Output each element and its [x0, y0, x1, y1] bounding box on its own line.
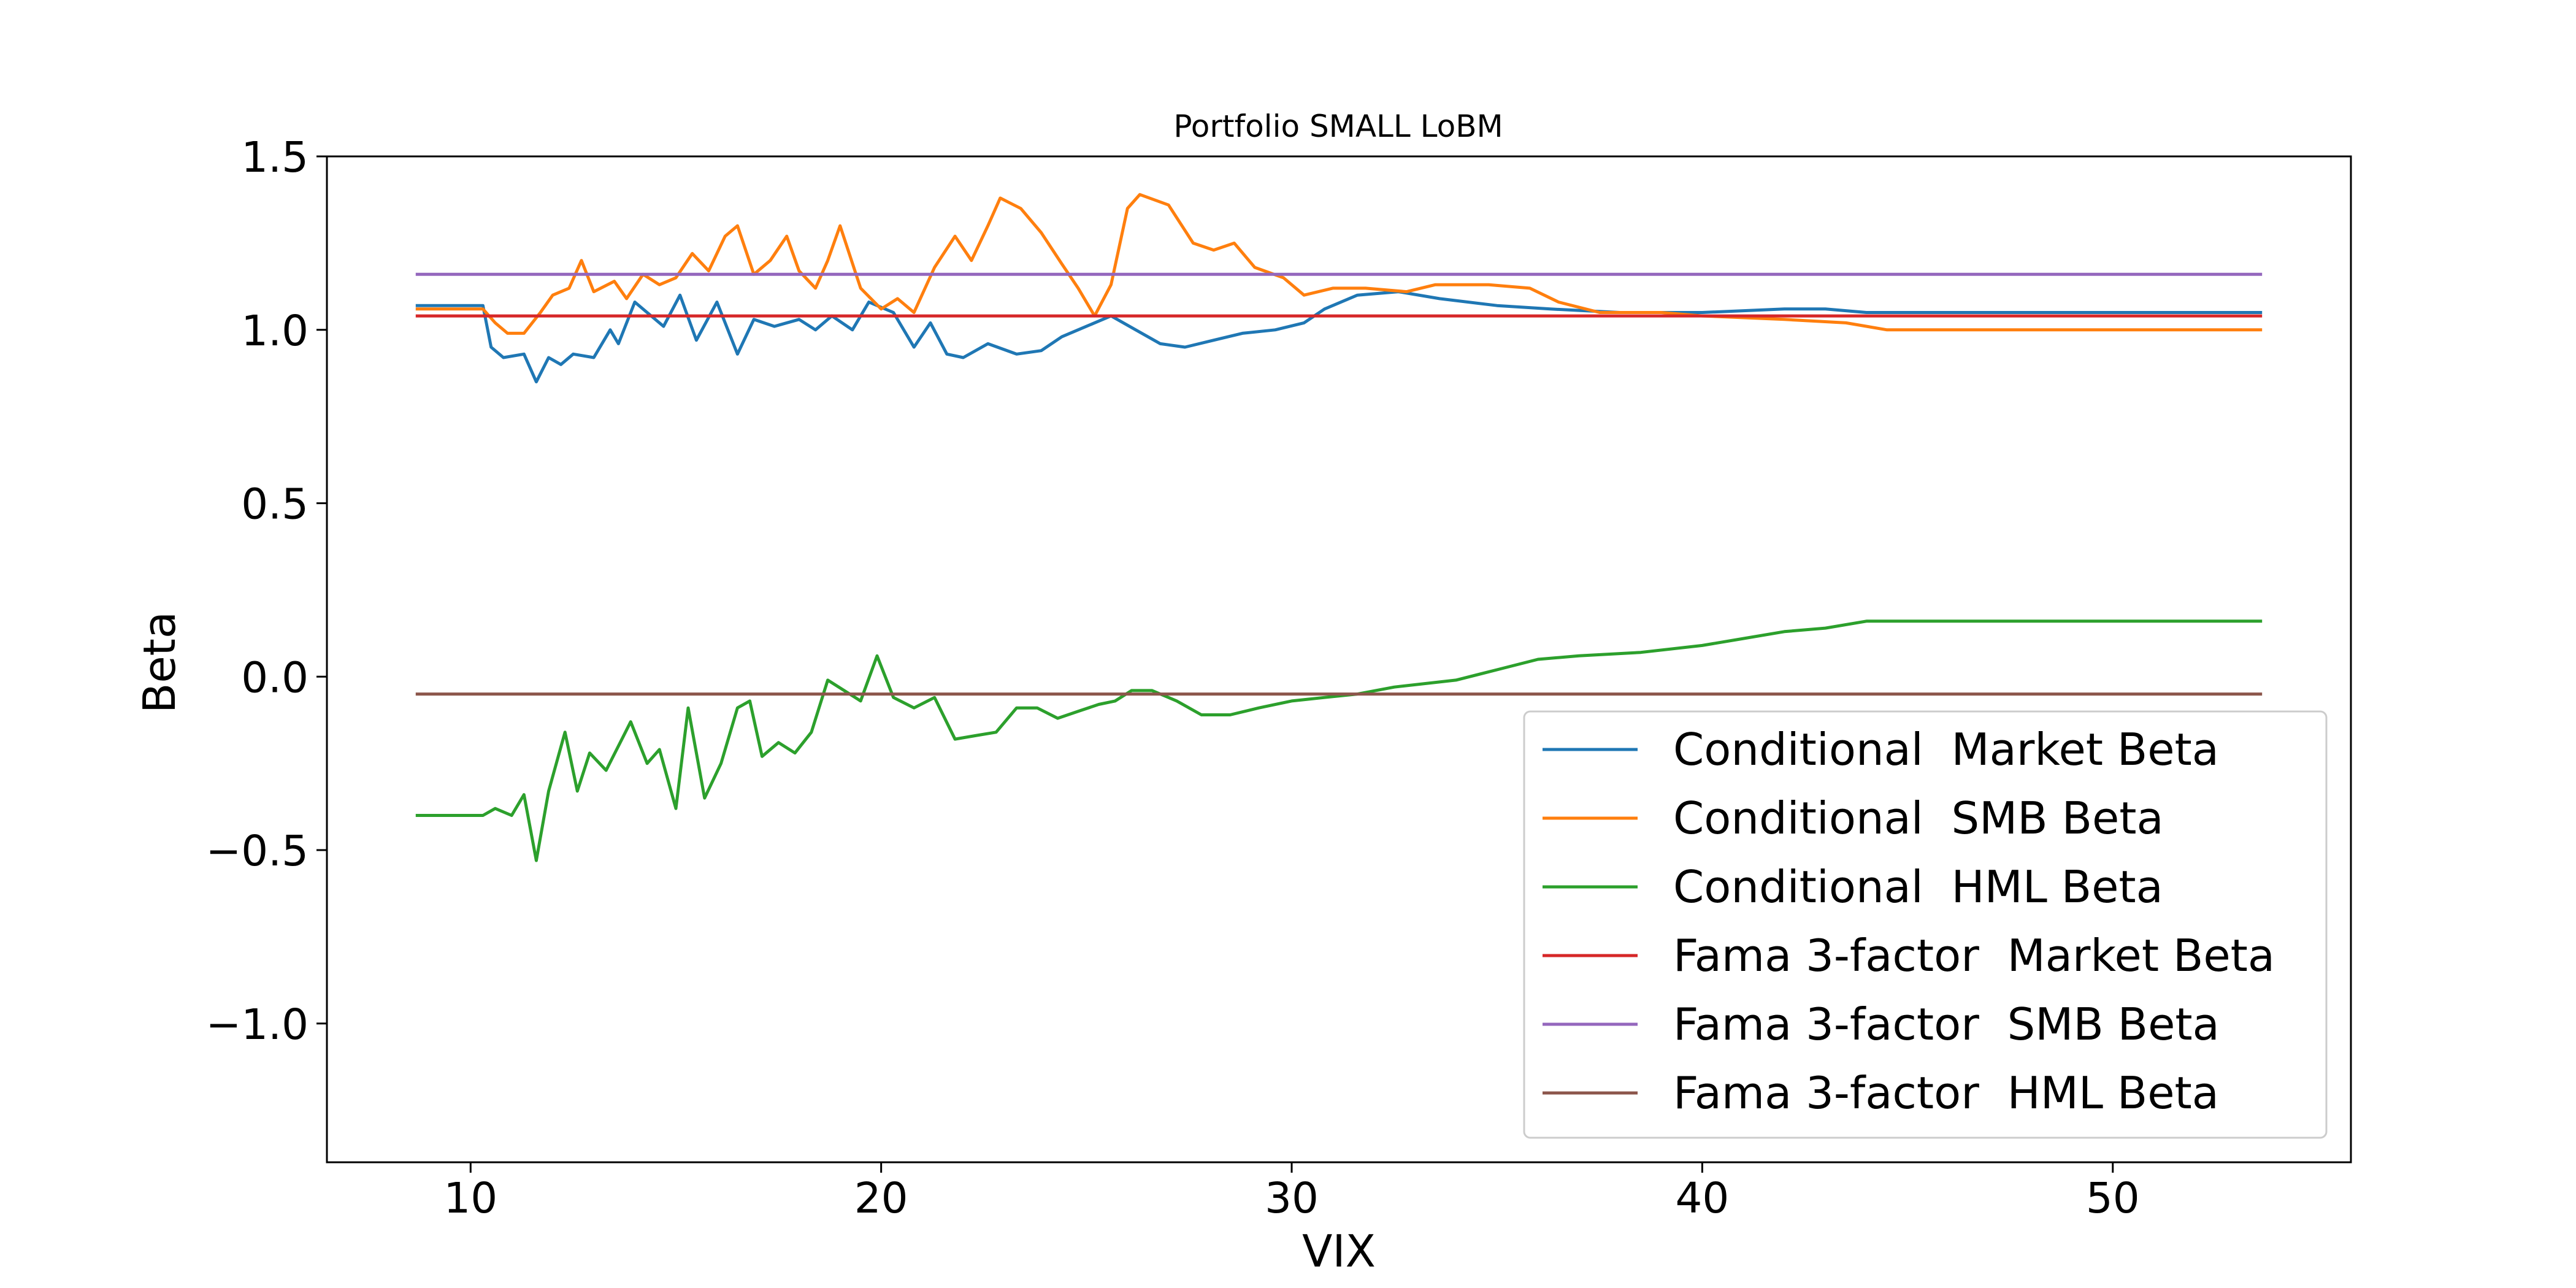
y-axis-label: Beta [134, 611, 185, 713]
x-axis-label: VIX [1302, 1225, 1376, 1277]
x-tick-label: 20 [854, 1174, 908, 1223]
x-axis: 10 20 30 40 50 [443, 1162, 2140, 1223]
y-tick-label: −0.5 [205, 827, 309, 876]
x-tick-label: 10 [443, 1174, 497, 1223]
legend-label: Conditional Market Beta [1673, 724, 2219, 775]
series-line-1 [415, 290, 2263, 384]
legend-label: Conditional SMB Beta [1673, 792, 2164, 844]
series-line-2 [415, 193, 2263, 335]
legend: Conditional Market Beta Conditional SMB B… [1523, 710, 2328, 1139]
x-tick-label: 50 [2086, 1174, 2140, 1223]
y-tick-label: 0.5 [241, 480, 309, 529]
series-layer [415, 193, 2263, 862]
chart-title: Portfolio SMALL LoBM [1173, 109, 1503, 144]
y-tick-label: 1.5 [241, 133, 309, 182]
legend-box [1523, 710, 2328, 1139]
y-tick-label: −1.0 [205, 1000, 309, 1049]
x-tick-label: 30 [1265, 1174, 1319, 1223]
legend-label: Fama 3-factor SMB Beta [1673, 999, 2220, 1050]
legend-label: Fama 3-factor Market Beta [1673, 930, 2275, 981]
legend-label: Conditional HML Beta [1673, 861, 2163, 913]
series-line-3 [415, 619, 2263, 862]
y-tick-label: 1.0 [241, 307, 309, 356]
x-tick-label: 40 [1675, 1174, 1729, 1223]
y-tick-label: 0.0 [241, 653, 309, 702]
plot-frame [326, 155, 2352, 1163]
legend-label: Fama 3-factor HML Beta [1673, 1067, 2219, 1119]
y-axis: 1.5 1.0 0.5 0.0 −0.5 −1.0 [205, 133, 327, 1049]
